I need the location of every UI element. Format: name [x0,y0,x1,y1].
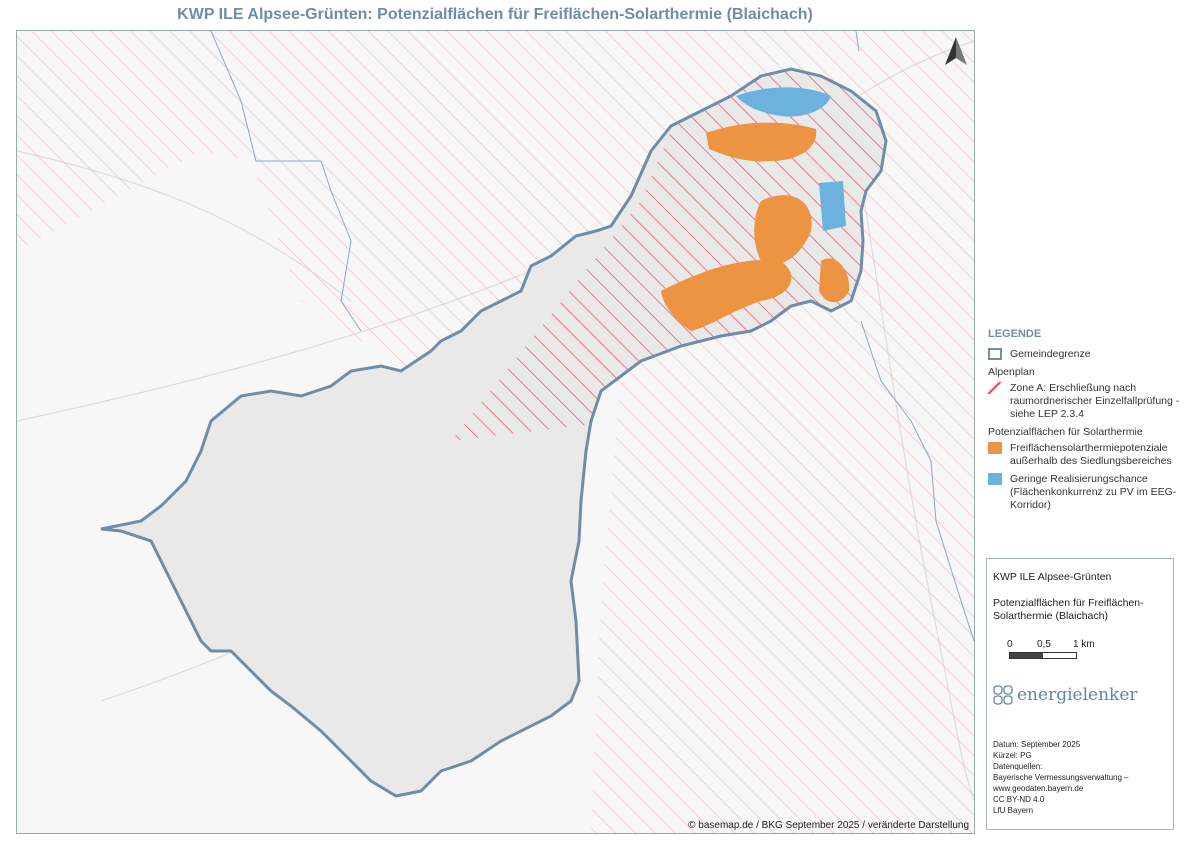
orange-swatch [988,442,1002,454]
boundary-swatch [988,348,1002,360]
date: Datum: September 2025 [993,740,1081,749]
info-box: KWP ILE Alpsee-Grünten Potenzialflächen … [986,558,1174,830]
logo-text: energielenker [1017,685,1138,705]
scale-label: 0 [1007,639,1013,650]
municipality-boundary [100,67,888,798]
map-title: KWP ILE Alpsee-Grünten: Potenzialflächen… [177,6,813,23]
legend-label: Gemeindegrenze [1010,348,1091,360]
source: LfU Bayern [993,806,1034,815]
legend-item-blue: Geringe Realisierungschance (Flächenkonk… [988,473,1188,512]
legend-heading: LEGENDE [988,328,1042,340]
project-name: KWP ILE Alpsee-Grünten [993,571,1112,583]
blue-swatch [988,473,1002,485]
neighbor-boundary [210,31,974,642]
legend-group-alpenplan: Alpenplan [988,366,1035,378]
north-arrow-icon [945,37,967,65]
legend-group-solar: Potenzialflächen für Solarthermie [988,426,1143,438]
energielenker-logo: energielenker [993,685,1167,705]
legend-item-orange: Freiflächensolarthermiepotenziale außerh… [988,442,1188,468]
map-canvas[interactable]: © basemap.de / BKG September 2025 / verä… [16,30,975,834]
legend: LEGENDE Gemeindegrenze Alpenplan Zone A:… [988,328,1188,517]
scale-label: 0,5 [1037,639,1051,650]
logo-icon [993,685,1013,705]
scale-labels: 0 0,5 1 km [993,639,1167,650]
legend-label: Geringe Realisierungschance (Flächenkonk… [1010,473,1177,511]
legend-label: Freiflächensolarthermiepotenziale außerh… [1010,442,1172,467]
legend-label: Zone A: Erschließung nach raumordnerisch… [1010,382,1180,420]
legend-item-zone-a: Zone A: Erschließung nach raumordnerisch… [988,382,1188,421]
hatch-swatch [988,382,1002,394]
low-chance-areas [736,87,846,231]
metadata: Datum: September 2025 Kürzel: PG Datenqu… [993,739,1167,816]
legend-item-boundary: Gemeindegrenze [988,348,1188,361]
map-subtitle: Potenzialflächen für Freiflächen-Solarth… [993,597,1144,622]
source: www.geodaten.bayern.de [993,784,1084,793]
sources-heading: Datenquellen: [993,762,1043,771]
scale-label: 1 km [1073,639,1095,650]
author: Kürzel: PG [993,751,1032,760]
solar-potential-areas [661,122,850,331]
attribution: © basemap.de / BKG September 2025 / verä… [688,820,969,831]
license: CC BY-ND 4.0 [993,795,1045,804]
scale-bar [1009,652,1077,659]
source: Bayerische Vermessungsverwaltung – [993,773,1129,782]
